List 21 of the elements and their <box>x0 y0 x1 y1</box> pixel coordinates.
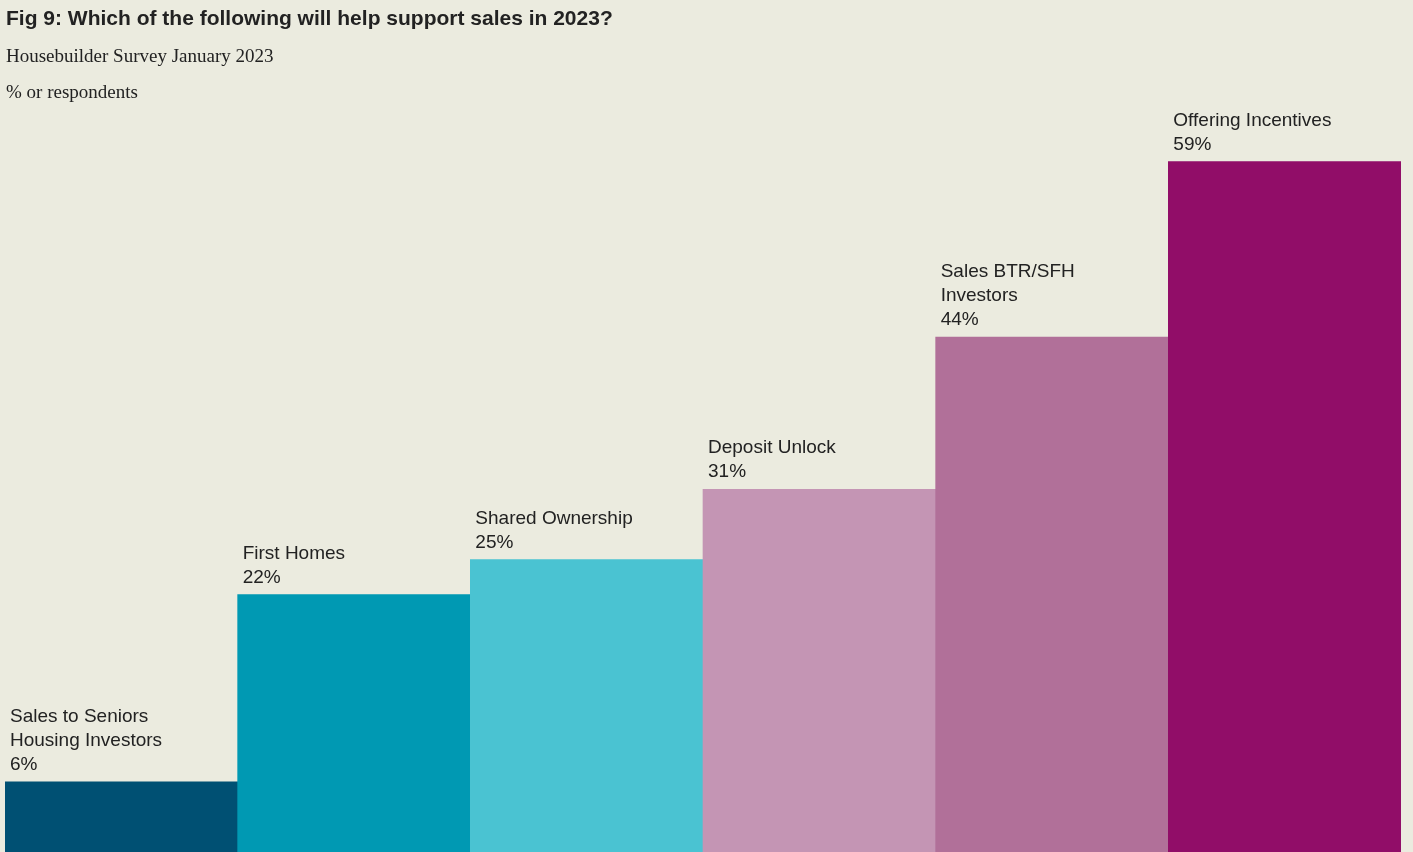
bar <box>470 559 704 852</box>
data-label: 59% <box>1173 132 1212 154</box>
data-label: 25% <box>475 530 514 552</box>
data-label: 6% <box>10 752 38 774</box>
bar <box>702 488 936 852</box>
bar <box>935 336 1169 852</box>
bar <box>5 781 238 852</box>
x-tick-label: Sales to Seniors Housing Investors <box>10 704 163 750</box>
chart-title: Fig 9: Which of the following will help support sales in 2023? <box>6 6 613 30</box>
data-label: 44% <box>940 308 979 330</box>
x-tick-label: Offering Incentives <box>1173 108 1332 130</box>
bar <box>1168 161 1401 852</box>
x-tick-label: Shared Ownership <box>475 506 633 528</box>
data-label: 22% <box>242 565 281 587</box>
x-tick-label: Sales BTR/SFH Investors <box>940 260 1075 306</box>
x-tick-label: First Homes <box>242 541 346 563</box>
chart-subtitle: Housebuilder Survey January 2023 <box>6 45 274 67</box>
bar <box>237 594 471 852</box>
data-label: 31% <box>708 460 747 482</box>
y-axis-title: % or respondents <box>6 81 138 103</box>
x-tick-label: Deposit Unlock <box>708 436 837 458</box>
